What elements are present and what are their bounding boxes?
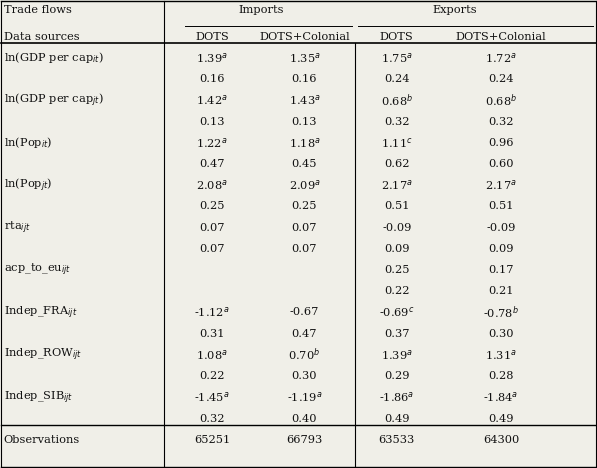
Text: 63533: 63533 <box>378 435 415 445</box>
Text: 0.28: 0.28 <box>488 371 514 381</box>
Text: 0.32: 0.32 <box>488 117 514 126</box>
Text: Observations: Observations <box>4 435 80 445</box>
Text: 2.17$^{a}$: 2.17$^{a}$ <box>485 178 517 192</box>
Text: -1.84$^{a}$: -1.84$^{a}$ <box>484 390 519 404</box>
Text: 0.07: 0.07 <box>292 223 317 233</box>
Text: 66793: 66793 <box>287 435 322 445</box>
Text: 0.13: 0.13 <box>292 117 317 126</box>
Text: -0.69$^{c}$: -0.69$^{c}$ <box>379 306 414 320</box>
Text: -0.78$^{b}$: -0.78$^{b}$ <box>483 304 519 321</box>
Text: 1.22$^{a}$: 1.22$^{a}$ <box>196 136 228 150</box>
Text: 0.16: 0.16 <box>199 74 225 84</box>
Text: -0.09: -0.09 <box>487 223 516 233</box>
Text: 2.17$^{a}$: 2.17$^{a}$ <box>381 178 413 192</box>
Text: 0.21: 0.21 <box>488 286 514 296</box>
Text: ln(Pop$_{it}$): ln(Pop$_{it}$) <box>4 135 52 150</box>
Text: 0.16: 0.16 <box>292 74 317 84</box>
Text: 1.42$^{a}$: 1.42$^{a}$ <box>196 94 228 107</box>
Text: Data sources: Data sources <box>4 32 79 42</box>
Text: 0.70$^{b}$: 0.70$^{b}$ <box>288 347 321 363</box>
Text: 1.75$^{a}$: 1.75$^{a}$ <box>381 51 413 65</box>
Text: -0.09: -0.09 <box>382 223 411 233</box>
Text: 1.72$^{a}$: 1.72$^{a}$ <box>485 51 517 65</box>
Text: 1.39$^{a}$: 1.39$^{a}$ <box>381 348 413 362</box>
Text: DOTS+Colonial: DOTS+Colonial <box>456 32 546 42</box>
Text: 0.22: 0.22 <box>384 286 410 296</box>
Text: 64300: 64300 <box>483 435 519 445</box>
Text: 0.13: 0.13 <box>199 117 225 126</box>
Text: 0.40: 0.40 <box>292 414 317 424</box>
Text: 0.32: 0.32 <box>384 117 410 126</box>
Text: Indep_SIB$_{ijt}$: Indep_SIB$_{ijt}$ <box>4 389 73 405</box>
Text: Imports: Imports <box>239 5 284 15</box>
Text: 0.51: 0.51 <box>384 201 410 212</box>
Text: 1.08$^{a}$: 1.08$^{a}$ <box>196 348 228 362</box>
Text: 0.25: 0.25 <box>199 201 225 212</box>
Text: 65251: 65251 <box>194 435 230 445</box>
Text: 0.62: 0.62 <box>384 159 410 169</box>
Text: 0.49: 0.49 <box>488 414 514 424</box>
Text: 0.49: 0.49 <box>384 414 410 424</box>
Text: acp_to_eu$_{ijt}$: acp_to_eu$_{ijt}$ <box>4 262 71 278</box>
Text: -1.19$^{a}$: -1.19$^{a}$ <box>287 390 322 404</box>
Text: 1.39$^{a}$: 1.39$^{a}$ <box>196 51 228 65</box>
Text: 0.47: 0.47 <box>199 159 225 169</box>
Text: -1.12$^{a}$: -1.12$^{a}$ <box>194 306 230 320</box>
Text: 0.51: 0.51 <box>488 201 514 212</box>
Text: 1.18$^{a}$: 1.18$^{a}$ <box>288 136 321 150</box>
Text: -1.86$^{a}$: -1.86$^{a}$ <box>379 390 414 404</box>
Text: 0.96: 0.96 <box>488 138 514 148</box>
Text: rta$_{ijt}$: rta$_{ijt}$ <box>4 219 30 236</box>
Text: -0.67: -0.67 <box>290 307 319 317</box>
Text: 0.07: 0.07 <box>199 223 225 233</box>
Text: DOTS: DOTS <box>195 32 229 42</box>
Text: Trade flows: Trade flows <box>4 5 72 15</box>
Text: 0.30: 0.30 <box>488 329 514 339</box>
Text: 0.07: 0.07 <box>199 244 225 254</box>
Text: 2.08$^{a}$: 2.08$^{a}$ <box>196 178 228 192</box>
Text: Indep_ROW$_{ijt}$: Indep_ROW$_{ijt}$ <box>4 347 82 363</box>
Text: 1.31$^{a}$: 1.31$^{a}$ <box>485 348 517 362</box>
Text: 1.35$^{a}$: 1.35$^{a}$ <box>288 51 321 65</box>
Text: 0.37: 0.37 <box>384 329 410 339</box>
Text: 2.09$^{a}$: 2.09$^{a}$ <box>288 178 321 192</box>
Text: 0.47: 0.47 <box>292 329 317 339</box>
Text: 0.32: 0.32 <box>199 414 225 424</box>
Text: DOTS: DOTS <box>380 32 414 42</box>
Text: 0.22: 0.22 <box>199 371 225 381</box>
Text: 0.07: 0.07 <box>292 244 317 254</box>
Text: 0.25: 0.25 <box>292 201 317 212</box>
Text: ln(GDP per cap$_{it}$): ln(GDP per cap$_{it}$) <box>4 51 103 66</box>
Text: 0.25: 0.25 <box>384 265 410 275</box>
Text: 0.09: 0.09 <box>384 244 410 254</box>
Text: 0.45: 0.45 <box>292 159 317 169</box>
Text: -1.45$^{a}$: -1.45$^{a}$ <box>194 390 230 404</box>
Text: 0.60: 0.60 <box>488 159 514 169</box>
Text: 0.30: 0.30 <box>292 371 317 381</box>
Text: ln(GDP per cap$_{jt}$): ln(GDP per cap$_{jt}$) <box>4 92 103 109</box>
Text: ln(Pop$_{jt}$): ln(Pop$_{jt}$) <box>4 176 52 194</box>
Text: Indep_FRA$_{ijt}$: Indep_FRA$_{ijt}$ <box>4 304 77 321</box>
Text: 0.68$^{b}$: 0.68$^{b}$ <box>381 92 413 109</box>
Text: 0.24: 0.24 <box>488 74 514 84</box>
Text: 0.31: 0.31 <box>199 329 225 339</box>
Text: DOTS+Colonial: DOTS+Colonial <box>259 32 350 42</box>
Text: 0.17: 0.17 <box>488 265 514 275</box>
Text: 0.09: 0.09 <box>488 244 514 254</box>
Text: 1.43$^{a}$: 1.43$^{a}$ <box>288 94 321 107</box>
Text: 0.24: 0.24 <box>384 74 410 84</box>
Text: 1.11$^{c}$: 1.11$^{c}$ <box>381 136 413 150</box>
Text: 0.29: 0.29 <box>384 371 410 381</box>
Text: Exports: Exports <box>433 5 477 15</box>
Text: 0.68$^{b}$: 0.68$^{b}$ <box>485 92 517 109</box>
